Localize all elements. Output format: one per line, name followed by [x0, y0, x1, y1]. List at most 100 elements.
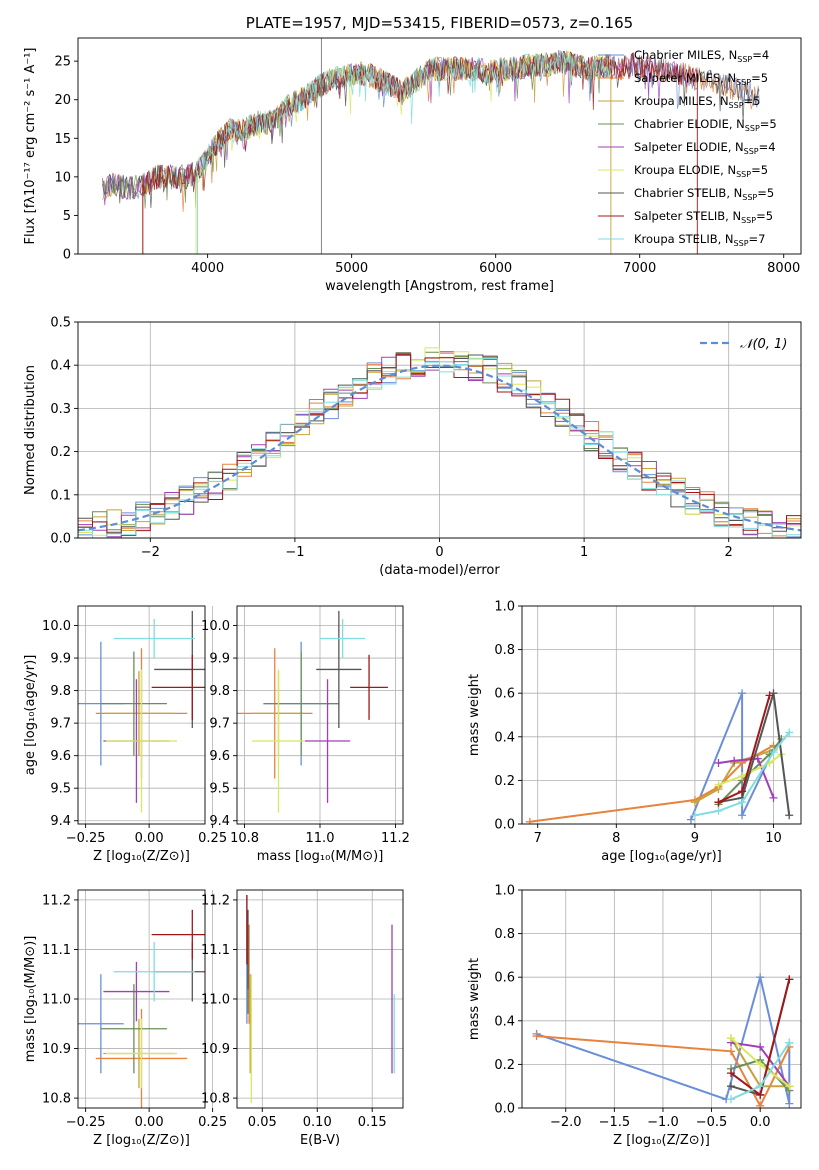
y-tick-label: 9.7 [209, 717, 230, 732]
legend-sub: SSP [729, 101, 744, 110]
y-tick-label: 0.4 [494, 730, 515, 745]
weight-marker [727, 1082, 736, 1091]
legend-sub: SSP [736, 170, 751, 179]
legend-name: Chabrier MILES, N [634, 48, 737, 62]
x-tick-label: −0.25 [66, 831, 106, 846]
y-axis-label: mass weight [467, 674, 482, 756]
x-tick-label: 8 [612, 831, 620, 846]
weight-marker [785, 1038, 794, 1047]
legend-label: Salpeter STELIB, NSSP=5 [634, 209, 773, 225]
y-tick-label: 0.0 [494, 818, 515, 833]
weight-marker [785, 728, 794, 737]
y-tick-label: 9.6 [209, 749, 230, 764]
residuals-frame [77, 321, 802, 539]
legend-sub: SSP [734, 239, 749, 248]
weight-marker [756, 1101, 765, 1108]
mass_vs_Z-axes: −0.25 0.00 0.25 10.8 10.9 11.0 11.1 11.2 Z [log₁… [23, 890, 227, 1148]
weight-marker [714, 780, 723, 789]
x-tick-label: −0.25 [66, 1115, 106, 1130]
x-tick-label: −1 [285, 545, 304, 560]
age_vs_mass-frame [236, 605, 404, 825]
weight-marker [738, 798, 747, 807]
y-tick-label: 10 [54, 170, 71, 185]
y-tick-label: 9.9 [50, 652, 71, 667]
legend-name: Chabrier ELODIE, N [634, 117, 745, 131]
legend-name: Salpeter STELIB, N [634, 209, 741, 223]
weight-marker [756, 1060, 765, 1069]
legend-tail: =5 [760, 117, 777, 131]
legend-sub: SSP [736, 78, 751, 87]
x-tick-label: −1.5 [599, 1115, 631, 1130]
legend-label: Kroupa ELODIE, NSSP=5 [634, 163, 768, 179]
legend-label: Chabrier STELIB, NSSP=5 [634, 186, 774, 202]
legend-label: Salpeter ELODIE, NSSP=4 [634, 140, 776, 156]
y-tick-label: 0.4 [50, 359, 71, 374]
x-tick-label: −0.5 [696, 1115, 728, 1130]
legend-name: Kroupa MILES, N [634, 94, 729, 108]
spectrum-frame [77, 37, 802, 255]
weight-marker [756, 1082, 765, 1091]
normal-curve [78, 364, 801, 532]
y-tick-label: 10.8 [42, 1092, 71, 1107]
y-tick-label: 11.1 [42, 943, 71, 958]
x-tick-label: 11.2 [381, 831, 410, 846]
residuals-plot-area [78, 347, 801, 538]
weight-marker [785, 1099, 794, 1108]
x-tick-label: 10.8 [230, 831, 259, 846]
weight-marker [727, 1095, 736, 1104]
x-tick-label: 5000 [335, 261, 368, 276]
legend-label: Kroupa STELIB, NSSP=7 [634, 232, 765, 248]
y-tick-label: 10.0 [201, 619, 230, 634]
y-tick-label: 10.9 [201, 1042, 230, 1057]
legend-tail: =5 [756, 209, 773, 223]
legend-label: 𝒩(0, 1) [740, 337, 787, 352]
x-axis-label: Z [log₁₀(Z/Z⊙)] [93, 849, 190, 864]
x-axis-label: (data-model)/error [379, 563, 500, 578]
age_vs_Z-axes: −0.25 0.00 0.25 9.4 9.5 9.6 9.7 9.8 9.9 10.0 Z [lo… [23, 606, 227, 864]
legend-tail: =5 [751, 71, 768, 85]
legend-label: Kroupa MILES, NSSP=5 [634, 94, 760, 110]
x-tick-label: 10 [765, 831, 782, 846]
y-axis-label: mass weight [467, 958, 482, 1040]
x-tick-label: −2 [141, 545, 160, 560]
x-axis-label: Z [log₁₀(Z/Z⊙)] [93, 1133, 190, 1148]
spectrum-series-1 [102, 52, 760, 200]
x-tick-label: 0.15 [358, 1115, 387, 1130]
y-axis-label: mass [log₁₀(M/M⊙)] [23, 936, 38, 1063]
x-tick-label: 0.25 [198, 831, 227, 846]
x-tick-label: 11.0 [306, 831, 335, 846]
weight-marker [756, 1042, 765, 1051]
y-tick-label: 9.8 [209, 684, 230, 699]
mass_vs_Z-frame [77, 889, 206, 1109]
y-tick-label: 1.0 [494, 600, 515, 615]
weight-marker [785, 975, 794, 984]
legend-sub: SSP [742, 193, 757, 202]
weight-marker [756, 973, 765, 982]
weight-marker [714, 798, 723, 807]
spectrum-series-9 [195, 49, 612, 179]
y-tick-label: 11.2 [42, 893, 71, 908]
weight-marker [769, 748, 778, 757]
legend-name: Kroupa ELODIE, N [634, 163, 736, 177]
y-tick-label: 9.6 [50, 749, 71, 764]
mass_vs_EBV-axes: 0.05 0.10 0.15 10.8 10.9 11.0 11.1 11.2 E(B-V) [201, 890, 403, 1148]
y-tick-label: 11.1 [201, 943, 230, 958]
y-tick-label: 0.2 [494, 1058, 515, 1073]
age_vs_mass-plot-area [237, 610, 388, 813]
mass_vs_EBV-frame [236, 889, 404, 1109]
legend-sub: SSP [741, 216, 756, 225]
legend-sub: SSP [737, 55, 752, 64]
legend-name: Chabrier STELIB, N [634, 186, 742, 200]
age_vs_mass-axes: 10.8 11.0 11.2 9.4 9.5 9.6 9.7 9.8 9.9 10.0 mass [… [201, 606, 410, 864]
spectrum-series-5 [102, 50, 698, 206]
legend-label: Chabrier ELODIE, NSSP=5 [634, 117, 777, 133]
spectrum-series-7 [102, 51, 760, 209]
y-tick-label: 9.4 [209, 814, 230, 829]
x-tick-label: 7 [534, 831, 542, 846]
legend-name: Salpeter MILES, N [634, 71, 736, 85]
legend-tail: =7 [749, 232, 766, 246]
weight-marker [727, 1034, 736, 1043]
y-axis-label: Normed distribution [23, 365, 38, 495]
